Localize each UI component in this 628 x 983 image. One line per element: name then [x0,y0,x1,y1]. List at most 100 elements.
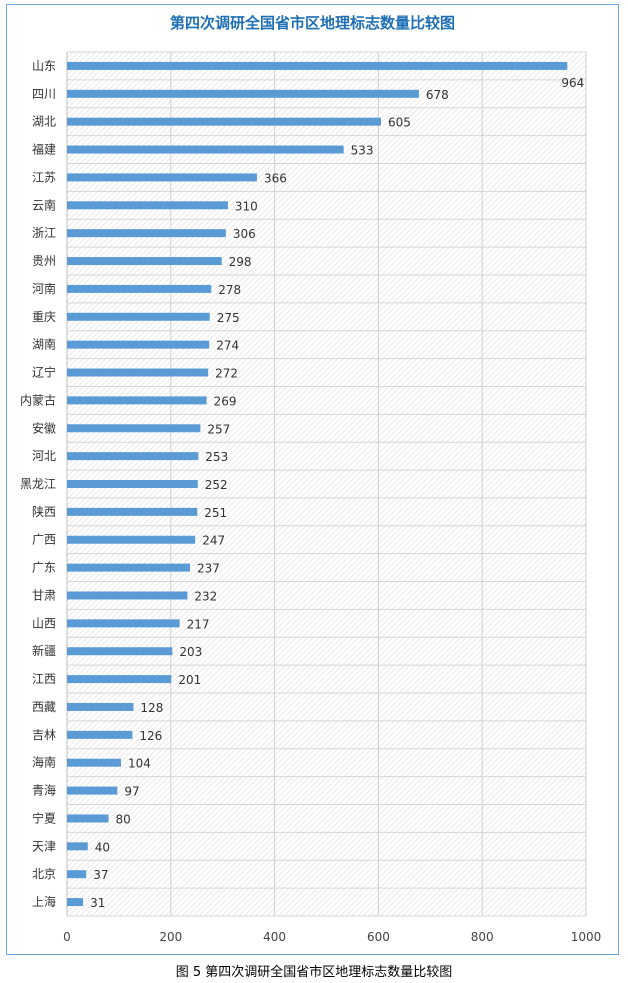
category-label: 天津 [32,839,56,853]
value-label: 80 [116,812,131,826]
value-label: 104 [128,757,151,771]
category-label: 湖南 [32,337,56,352]
value-label: 964 [561,76,584,90]
value-label: 251 [204,506,227,520]
category-label: 宁夏 [32,810,56,825]
bar [67,480,198,488]
x-tick-label: 400 [263,930,286,944]
category-label: 安徽 [32,420,56,435]
category-label: 河南 [32,281,56,296]
value-label: 40 [95,840,110,854]
chart-title: 第四次调研全国省市区地理标志数量比较图 [169,14,455,32]
bar [67,591,188,600]
bar [67,61,568,70]
bar [67,563,191,572]
value-label: 252 [205,478,228,492]
bar [67,842,88,851]
bar [67,452,199,461]
x-tick-label: 600 [367,930,390,944]
category-label: 福建 [32,142,56,157]
category-label: 海南 [32,755,56,770]
value-label: 128 [140,701,163,715]
bar [67,870,87,879]
value-label: 217 [187,617,210,631]
bar [67,201,228,210]
category-label: 河北 [32,449,56,463]
bar [67,507,198,516]
category-label: 甘肃 [32,588,56,602]
category-label: 西藏 [32,700,56,714]
bar [67,368,209,377]
bar [67,702,134,711]
figure-caption: 图 5 第四次调研全国省市区地理标志数量比较图 [175,965,453,980]
value-label: 278 [218,283,241,297]
x-tick-label: 200 [159,930,182,944]
category-label: 江西 [32,672,56,686]
bar [67,312,210,321]
bar [67,898,84,907]
category-label: 广东 [32,561,56,575]
bar [67,535,196,544]
category-label: 上海 [32,894,56,909]
value-label: 274 [216,339,239,353]
bar [67,257,222,266]
category-label: 辽宁 [32,365,56,380]
category-label: 贵州 [32,254,56,268]
bar [67,814,109,823]
category-label: 山东 [32,59,56,73]
bar [67,145,344,154]
bar [67,340,210,349]
value-label: 275 [217,311,240,325]
value-label: 97 [124,785,139,799]
category-label: 四川 [32,87,56,101]
bar [67,675,172,684]
category-label: 浙江 [32,226,56,240]
category-label: 内蒙古 [20,392,56,407]
category-label: 新疆 [32,643,56,658]
value-label: 203 [179,645,202,659]
value-label: 253 [205,450,228,464]
bar [67,284,212,293]
value-label: 310 [235,199,258,213]
x-tick-label: 1000 [571,930,602,944]
category-label: 陕西 [32,504,56,519]
bar [67,117,381,126]
value-label: 232 [194,589,217,603]
category-label: 湖北 [32,114,56,129]
chart-frame [6,4,619,955]
value-label: 605 [388,116,411,130]
value-label: 306 [233,227,256,241]
category-label: 黑龙江 [20,477,56,491]
value-label: 257 [207,422,230,436]
category-label: 江苏 [32,170,56,184]
value-label: 237 [197,562,220,576]
bar [67,229,226,238]
value-label: 272 [215,367,238,381]
bar [67,730,133,739]
value-label: 366 [264,171,287,185]
category-label: 山西 [32,616,56,630]
value-label: 126 [139,729,162,743]
value-label: 298 [229,255,252,269]
bar [67,619,180,628]
x-tick-label: 0 [63,930,71,944]
bar [67,424,201,433]
value-label: 533 [351,144,374,158]
category-label: 青海 [32,783,56,798]
bar [67,173,257,182]
value-label: 247 [202,534,225,548]
x-tick-label: 800 [471,930,494,944]
category-label: 重庆 [32,310,56,324]
value-label: 31 [90,896,105,910]
value-label: 37 [93,868,108,882]
bar [67,396,207,405]
bar [67,758,121,767]
bar [67,786,118,795]
category-label: 北京 [32,867,56,881]
value-label: 678 [426,88,449,102]
category-label: 广西 [32,533,56,547]
category-label: 云南 [32,197,56,212]
bar [67,89,419,98]
value-label: 201 [178,673,201,687]
